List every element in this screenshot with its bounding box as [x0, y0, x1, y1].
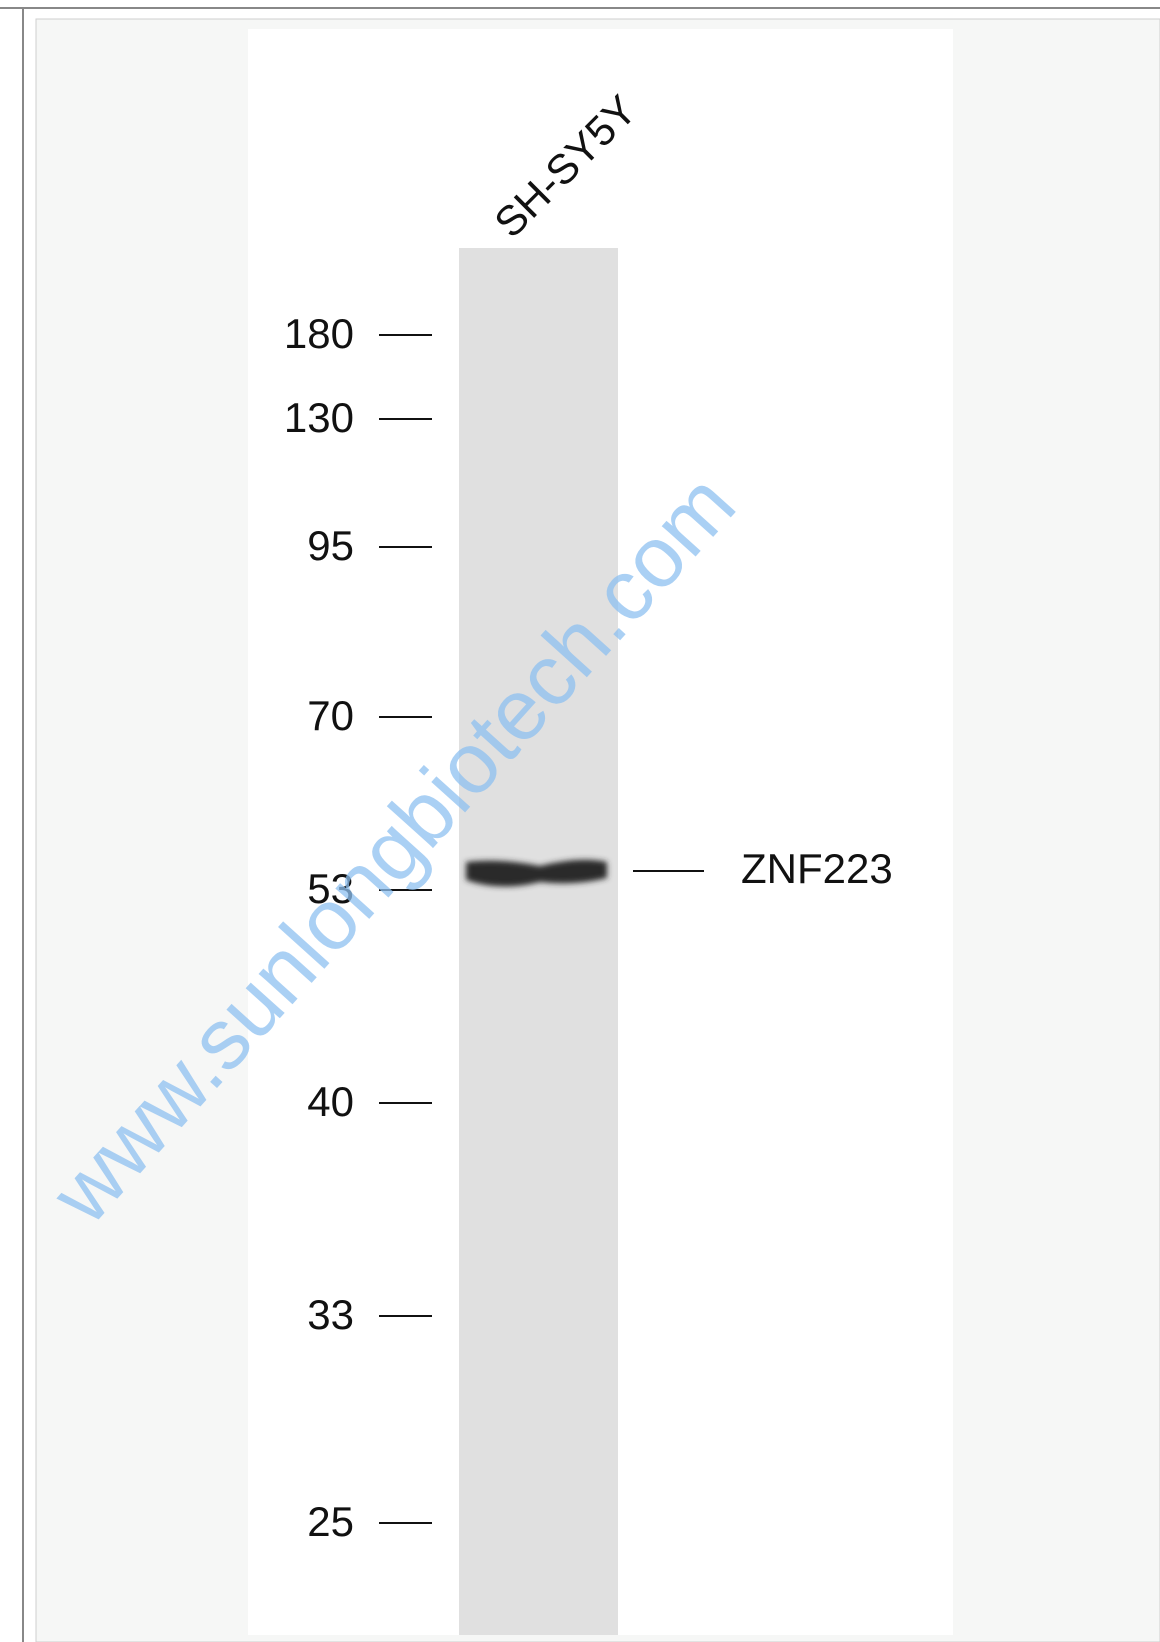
marker-label: 40: [307, 1078, 354, 1125]
band-label: ZNF223: [741, 845, 893, 892]
marker-label: 130: [284, 394, 354, 441]
marker-label: 70: [307, 692, 354, 739]
lane: [459, 248, 618, 1635]
marker-label: 33: [307, 1291, 354, 1338]
marker-label: 95: [307, 522, 354, 569]
page: SH-SY5Y 180130957053403325 ZNF223 www.su…: [0, 0, 1160, 1642]
marker-label: 180: [284, 310, 354, 357]
marker-label: 25: [307, 1498, 354, 1545]
screenshot: SH-SY5Y 180130957053403325 ZNF223 www.su…: [0, 0, 1160, 1642]
